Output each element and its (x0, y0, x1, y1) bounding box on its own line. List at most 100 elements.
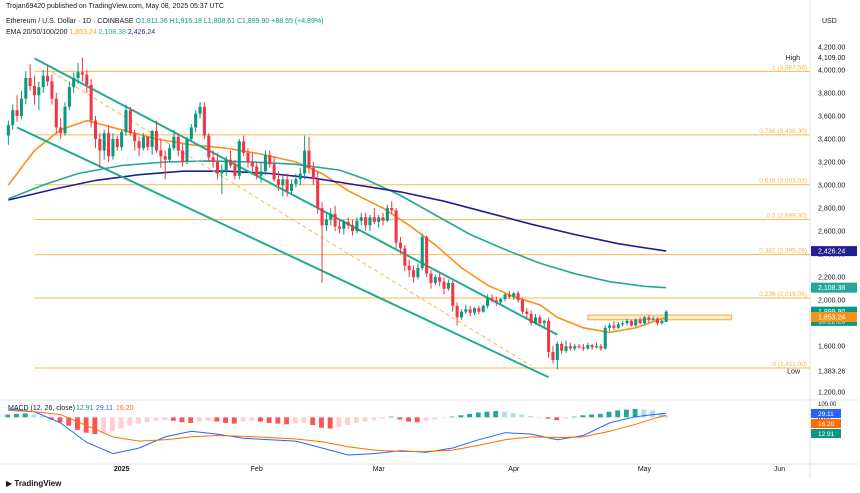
candle (242, 135, 246, 157)
candle-body (364, 217, 368, 226)
macd-tag-box (811, 429, 841, 438)
candle (377, 214, 381, 228)
candle-body (342, 221, 346, 229)
fib-level-label: 0 (1,411.00) (772, 361, 807, 368)
candle (41, 69, 45, 93)
time-axis: 2025 Feb Mar Apr May Jun (114, 466, 785, 473)
price-tag-value: 2,426.24 (818, 249, 845, 256)
candle-body (220, 170, 224, 174)
candle (381, 212, 385, 226)
candle-body (542, 320, 546, 324)
candle-body (494, 300, 498, 303)
candle (272, 156, 276, 182)
macd-histogram-bar (31, 414, 37, 418)
macd-histogram-bar (136, 417, 141, 424)
candle-body (381, 217, 385, 221)
candle (351, 219, 355, 236)
candle (181, 143, 185, 167)
candle (19, 90, 23, 120)
candle (599, 343, 603, 351)
candle-body (41, 75, 45, 88)
candle (503, 293, 507, 302)
candle-body (621, 323, 625, 325)
candle (433, 274, 437, 286)
candle-body (608, 325, 612, 328)
candle (481, 304, 485, 313)
candle (237, 138, 241, 180)
candle-body (385, 208, 389, 221)
candle-body (372, 217, 376, 222)
candle-body (89, 84, 93, 121)
candle (425, 235, 429, 278)
price-tag-value: 2,108.38 (818, 285, 845, 292)
macd-tag-value: 12.91 (818, 431, 835, 438)
candle (150, 129, 154, 156)
candle (176, 133, 180, 157)
candle-body (581, 347, 585, 349)
candle-body (250, 162, 254, 167)
time-tick-label: Jun (774, 466, 785, 473)
candlesticks (6, 57, 668, 370)
candle (577, 343, 581, 349)
ema20-value: 1,853.24 (69, 29, 97, 36)
candle-body (473, 308, 477, 313)
macd-histogram-bar (231, 417, 237, 424)
candle-body (551, 351, 555, 361)
candle (642, 316, 646, 325)
macd-tag-box (811, 419, 841, 428)
candle-body (503, 294, 507, 300)
candle (85, 69, 89, 93)
candle (163, 150, 167, 180)
candle-body (403, 248, 407, 266)
macd-histogram-bar (554, 417, 560, 421)
candle-body (407, 265, 411, 271)
macd-histogram-bar (109, 417, 115, 432)
candle (250, 152, 254, 174)
price-tick-label: 1,600.00 (818, 344, 845, 351)
candle-body (281, 179, 285, 186)
candle (616, 322, 620, 329)
candle-body (272, 164, 276, 180)
candle-body (224, 159, 228, 171)
price-tag: 2,426.24 (811, 246, 857, 257)
price-tick-label: 4,000.00 (818, 67, 845, 74)
price-tag-value: 1,853.24 (818, 315, 845, 322)
candle-body (538, 317, 542, 324)
candle (67, 81, 71, 111)
candle-body (268, 155, 272, 165)
candle (46, 65, 50, 87)
tradingview-logo-text: TradingView (14, 479, 62, 488)
candle (128, 106, 132, 136)
candle (159, 138, 163, 168)
macd-histogram-bar (257, 417, 263, 422)
macd-histogram-bar (66, 417, 72, 426)
candle (547, 317, 551, 358)
candle (359, 212, 363, 226)
candle-body (198, 106, 202, 114)
candle-body (477, 308, 481, 312)
macd-histogram-bar (214, 417, 220, 422)
candle (202, 102, 206, 139)
candle-body (102, 133, 106, 151)
candle-body (259, 171, 263, 176)
macd-histogram-bar (379, 417, 385, 419)
candle-body (442, 281, 446, 289)
candle-body (377, 217, 381, 222)
candle (98, 133, 102, 168)
macd-histogram-bar (301, 417, 307, 423)
candle (647, 315, 651, 324)
macd-histogram-bar (615, 410, 621, 418)
candle-body (547, 320, 551, 352)
macd-histogram-bar (623, 409, 629, 418)
candle-body (229, 159, 233, 166)
candle-body (80, 72, 84, 75)
candle-body (577, 346, 581, 348)
candle-body (351, 225, 355, 232)
candle (189, 124, 193, 142)
candle-body (115, 138, 119, 148)
candle (455, 302, 459, 326)
macd-histogram-bar (414, 417, 420, 423)
time-tick-label: May (638, 466, 652, 473)
macd-histogram-bar (440, 417, 446, 419)
